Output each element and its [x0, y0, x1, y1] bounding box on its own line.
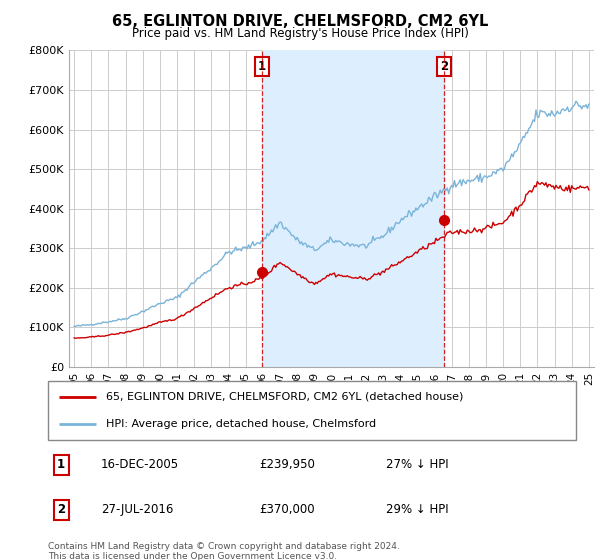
- Text: 16-DEC-2005: 16-DEC-2005: [101, 459, 179, 472]
- Text: 1: 1: [258, 60, 266, 73]
- Text: Contains HM Land Registry data © Crown copyright and database right 2024.
This d: Contains HM Land Registry data © Crown c…: [48, 542, 400, 560]
- Text: 27% ↓ HPI: 27% ↓ HPI: [386, 459, 449, 472]
- Text: 1: 1: [57, 459, 65, 472]
- Text: 29% ↓ HPI: 29% ↓ HPI: [386, 503, 449, 516]
- FancyBboxPatch shape: [48, 381, 576, 440]
- Text: 27-JUL-2016: 27-JUL-2016: [101, 503, 173, 516]
- Text: 2: 2: [57, 503, 65, 516]
- Text: 65, EGLINTON DRIVE, CHELMSFORD, CM2 6YL (detached house): 65, EGLINTON DRIVE, CHELMSFORD, CM2 6YL …: [106, 391, 463, 402]
- Text: Price paid vs. HM Land Registry's House Price Index (HPI): Price paid vs. HM Land Registry's House …: [131, 27, 469, 40]
- Text: HPI: Average price, detached house, Chelmsford: HPI: Average price, detached house, Chel…: [106, 419, 376, 429]
- Text: £370,000: £370,000: [259, 503, 315, 516]
- Text: 2: 2: [440, 60, 448, 73]
- Text: £239,950: £239,950: [259, 459, 315, 472]
- Bar: [262, 50, 444, 367]
- Text: 65, EGLINTON DRIVE, CHELMSFORD, CM2 6YL: 65, EGLINTON DRIVE, CHELMSFORD, CM2 6YL: [112, 14, 488, 29]
